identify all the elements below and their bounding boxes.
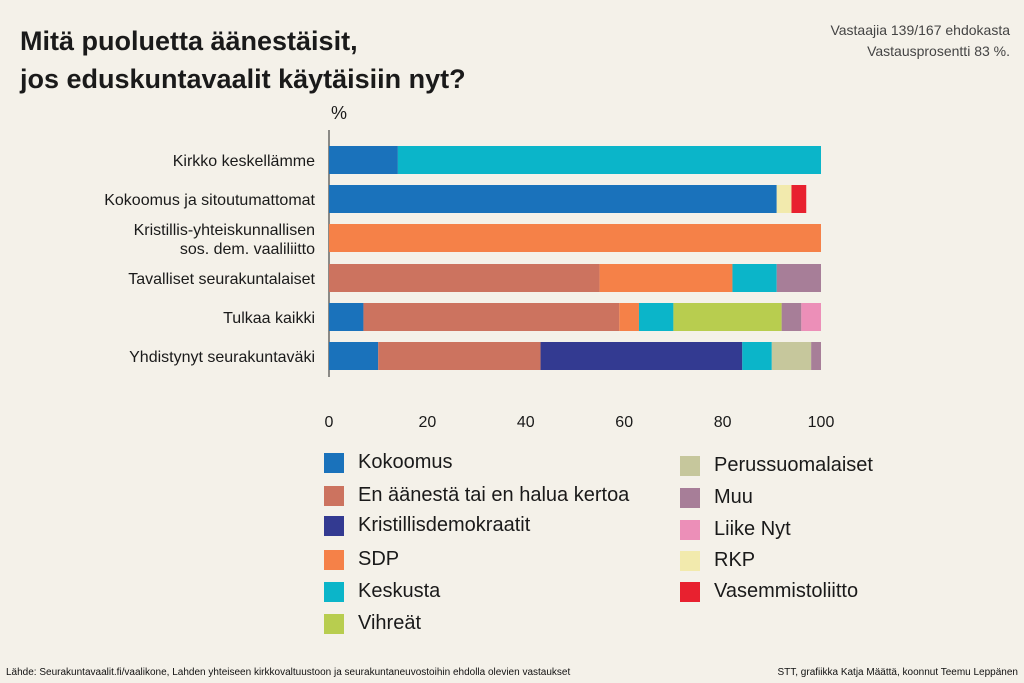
legend-swatch xyxy=(680,581,700,602)
x-tick-label: 60 xyxy=(615,414,633,431)
category-label: Kokoomus ja sitoutumattomat xyxy=(104,192,315,209)
bar-segment xyxy=(673,303,782,331)
stacked-bar-chart: % Kirkko keskellämme Kokoomus ja sitoutuma… xyxy=(104,103,835,431)
respondent-count: Vastaajia 139/167 ehdokasta xyxy=(830,22,1010,38)
category-label: Kirkko keskellämme xyxy=(173,153,315,170)
category-label-line: Kristillis-yhteiskunnallisen xyxy=(134,222,315,239)
x-tick-label: 40 xyxy=(517,414,535,431)
response-rate: Vastausprosentti 83 %. xyxy=(867,43,1010,59)
legend-swatch xyxy=(680,550,700,571)
bar-segment xyxy=(781,303,802,331)
legend-label: Keskusta xyxy=(358,580,441,602)
legend-swatch xyxy=(324,485,344,506)
legend-swatch xyxy=(324,452,344,473)
y-axis-unit-label: % xyxy=(331,103,347,123)
legend-label: Kokoomus xyxy=(358,451,453,473)
bar-segment xyxy=(329,185,777,213)
bar-segment xyxy=(599,264,733,292)
category-label: Yhdistynyt seurakuntaväki xyxy=(129,349,315,366)
legend-swatch xyxy=(324,515,344,536)
bar-segment xyxy=(619,303,639,331)
legend-label: Muu xyxy=(714,486,753,508)
bar-segment xyxy=(329,342,379,370)
bar-segment xyxy=(397,146,821,174)
legend-item: Keskusta xyxy=(324,580,440,603)
legend-swatch xyxy=(324,613,344,634)
x-tick-label: 20 xyxy=(419,414,437,431)
legend-label: Vasemmistoliitto xyxy=(714,580,859,602)
legend-label: RKP xyxy=(714,549,756,571)
legend-item: RKP xyxy=(680,549,755,572)
bar-segment xyxy=(742,342,772,370)
category-label: Kristillis-yhteiskunnallisen sos. dem. va… xyxy=(134,222,316,258)
legend-swatch xyxy=(324,581,344,602)
legend-item: Perussuomalaiset xyxy=(680,454,873,477)
legend-item: Kristillisdemokraatit xyxy=(324,514,530,537)
legend-label: Kristillisdemokraatit xyxy=(358,514,531,536)
bar-segment xyxy=(776,264,821,292)
bar-segment xyxy=(329,303,364,331)
legend-item: Vihreät xyxy=(324,612,421,635)
credits: STT, grafiikka Katja Määttä, koonnut Tee… xyxy=(777,667,1018,678)
legend-item: Kokoomus xyxy=(324,451,453,474)
legend-label: SDP xyxy=(358,548,400,570)
legend-swatch xyxy=(680,519,700,540)
legend-label: En äänestä tai en halua kertoa xyxy=(358,484,630,506)
x-tick-label: 100 xyxy=(808,414,835,431)
bar-segment xyxy=(363,303,620,331)
bar-segment xyxy=(811,342,821,370)
bar-segment xyxy=(329,264,600,292)
legend-label: Liike Nyt xyxy=(714,518,791,540)
category-label: Tavalliset seurakuntalaiset xyxy=(128,271,315,288)
legend-item: En äänestä tai en halua kertoa xyxy=(324,484,629,507)
legend-swatch xyxy=(680,455,700,476)
bar-segment xyxy=(638,303,674,331)
bar-segment xyxy=(329,146,398,174)
bar-segment xyxy=(801,303,821,331)
bar-segment xyxy=(378,342,541,370)
legend-item: Liike Nyt xyxy=(680,518,791,541)
chart-title: Mitä puoluetta äänestäisit, jos eduskunt… xyxy=(20,22,466,98)
legend-item: Muu xyxy=(680,486,753,509)
legend-label: Perussuomalaiset xyxy=(714,454,873,476)
bar-segment xyxy=(732,264,777,292)
legend-label: Vihreät xyxy=(358,612,422,634)
category-label-line: sos. dem. vaaliliitto xyxy=(180,241,315,258)
bar-segment xyxy=(771,342,812,370)
category-label: Tulkaa kaikki xyxy=(223,310,315,327)
respondent-info: Vastaajia 139/167 ehdokasta Vastausprose… xyxy=(830,20,1010,62)
bar-segment xyxy=(329,224,821,252)
x-tick-label: 0 xyxy=(325,414,334,431)
source-note: Lähde: Seurakuntavaalit.fi/vaalikone, La… xyxy=(6,667,571,678)
legend-swatch xyxy=(680,487,700,508)
legend-item: Vasemmistoliitto xyxy=(680,580,858,603)
title-line-1: Mitä puoluetta äänestäisit, xyxy=(20,26,358,56)
bar-segment xyxy=(791,185,807,213)
x-tick-label: 80 xyxy=(714,414,732,431)
legend-swatch xyxy=(324,549,344,570)
bar-segment xyxy=(540,342,743,370)
bar-segment xyxy=(776,185,792,213)
title-line-2: jos eduskuntavaalit käytäisiin nyt? xyxy=(20,64,466,94)
legend-item: SDP xyxy=(324,548,399,571)
